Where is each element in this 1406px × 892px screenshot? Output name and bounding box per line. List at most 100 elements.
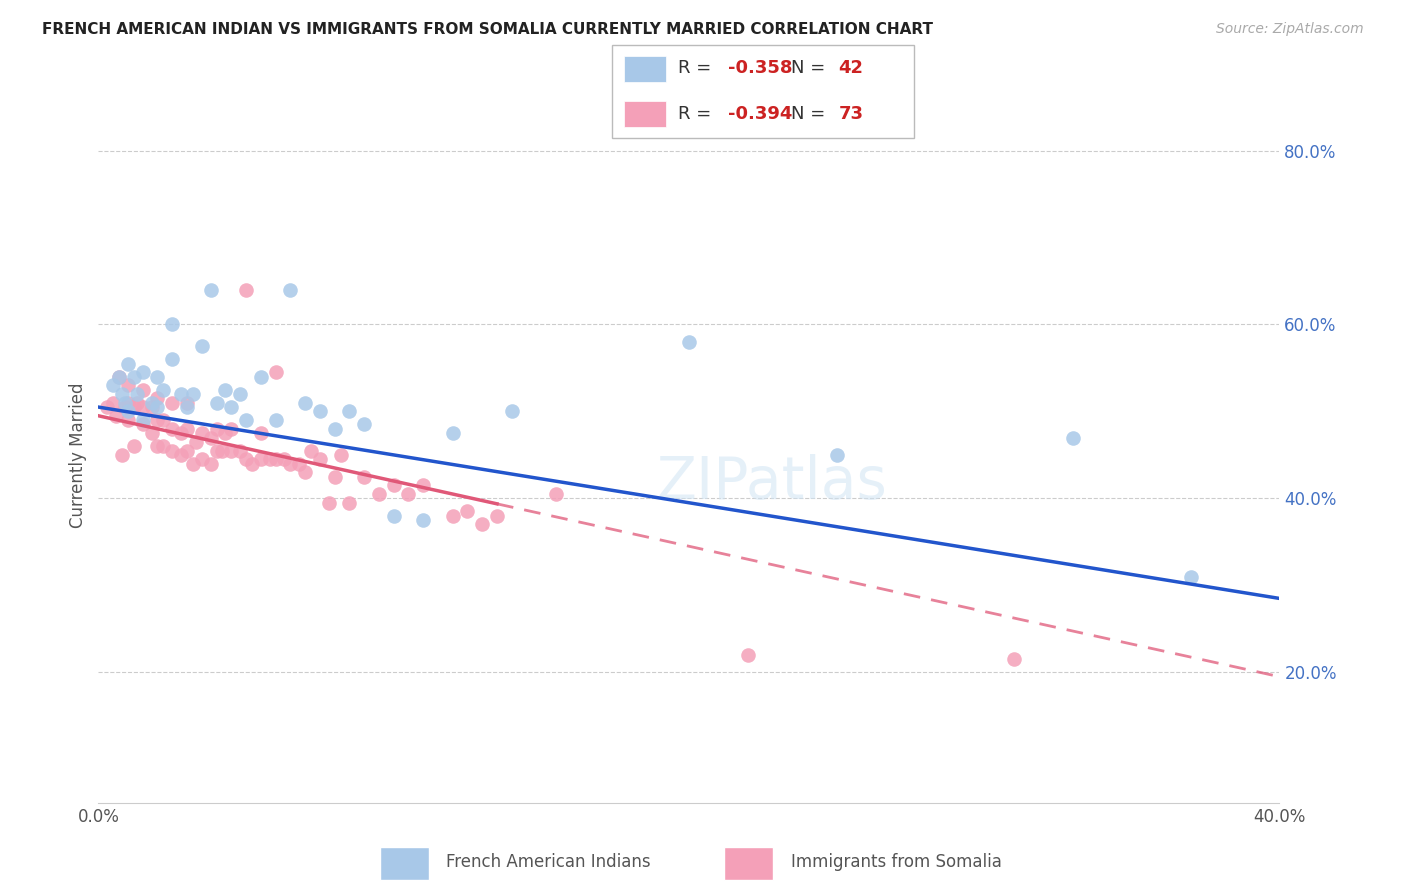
Point: [146, 369, 169, 384]
Point: [146, 392, 169, 406]
Point: [294, 395, 316, 409]
Point: [678, 334, 700, 349]
Point: [125, 387, 148, 401]
Point: [176, 443, 198, 458]
Point: [264, 413, 287, 427]
Point: [309, 404, 332, 418]
Point: [117, 378, 139, 392]
Point: [132, 417, 155, 432]
Point: [337, 496, 360, 510]
Point: [471, 517, 494, 532]
Point: [323, 469, 346, 483]
Point: [162, 318, 183, 332]
Point: [146, 439, 169, 453]
Point: [200, 457, 222, 471]
FancyBboxPatch shape: [612, 45, 914, 138]
Point: [441, 426, 464, 441]
Point: [132, 383, 155, 397]
Text: 42: 42: [838, 60, 863, 78]
Text: -0.358: -0.358: [728, 60, 793, 78]
Point: [117, 413, 139, 427]
Point: [162, 443, 183, 458]
Point: [176, 395, 198, 409]
Point: [184, 434, 207, 449]
Point: [205, 443, 228, 458]
Text: French American Indians: French American Indians: [447, 854, 651, 871]
Point: [152, 413, 174, 427]
Point: [205, 422, 228, 436]
Point: [329, 448, 352, 462]
Point: [456, 504, 478, 518]
Point: [122, 439, 145, 453]
Point: [200, 283, 222, 297]
Point: [294, 466, 316, 480]
Text: N =: N =: [792, 105, 831, 123]
Point: [353, 417, 375, 432]
Text: N =: N =: [792, 60, 831, 78]
Point: [103, 395, 125, 409]
Point: [108, 369, 131, 384]
Point: [337, 404, 360, 418]
Point: [181, 387, 204, 401]
Point: [544, 487, 567, 501]
Point: [211, 443, 233, 458]
Point: [229, 443, 252, 458]
Point: [219, 422, 242, 436]
Point: [170, 387, 193, 401]
Point: [162, 352, 183, 367]
Point: [152, 439, 174, 453]
Point: [117, 404, 139, 418]
Point: [441, 508, 464, 523]
Point: [412, 513, 434, 527]
Point: [96, 400, 118, 414]
Point: [825, 448, 848, 462]
Point: [105, 409, 128, 423]
Point: [235, 452, 257, 467]
Point: [111, 448, 134, 462]
Text: Source: ZipAtlas.com: Source: ZipAtlas.com: [1216, 22, 1364, 37]
Point: [122, 400, 145, 414]
Text: ZIPatlas: ZIPatlas: [657, 454, 887, 511]
Point: [132, 400, 155, 414]
Point: [486, 508, 509, 523]
Point: [141, 395, 163, 409]
Point: [117, 395, 139, 409]
Point: [396, 487, 419, 501]
Text: FRENCH AMERICAN INDIAN VS IMMIGRANTS FROM SOMALIA CURRENTLY MARRIED CORRELATION : FRENCH AMERICAN INDIAN VS IMMIGRANTS FRO…: [42, 22, 934, 37]
Point: [162, 395, 183, 409]
Point: [235, 413, 257, 427]
Point: [273, 452, 295, 467]
Point: [205, 395, 228, 409]
Point: [1002, 652, 1025, 666]
Point: [1180, 570, 1202, 584]
Text: R =: R =: [678, 105, 717, 123]
Point: [125, 395, 148, 409]
Point: [323, 422, 346, 436]
Point: [141, 400, 163, 414]
Point: [299, 443, 322, 458]
Point: [229, 387, 252, 401]
Point: [141, 426, 163, 441]
Point: [214, 383, 236, 397]
Point: [132, 413, 155, 427]
Point: [288, 457, 311, 471]
Text: R =: R =: [678, 60, 717, 78]
Point: [318, 496, 340, 510]
Point: [219, 443, 242, 458]
Point: [191, 339, 214, 353]
Point: [309, 452, 332, 467]
FancyBboxPatch shape: [624, 56, 666, 82]
Point: [170, 448, 193, 462]
Point: [114, 395, 136, 409]
Point: [501, 404, 523, 418]
Point: [162, 422, 183, 436]
Point: [737, 648, 759, 662]
Point: [240, 457, 263, 471]
Point: [250, 369, 273, 384]
Point: [181, 457, 204, 471]
Point: [264, 365, 287, 379]
Point: [191, 426, 214, 441]
FancyBboxPatch shape: [380, 847, 429, 880]
Point: [264, 452, 287, 467]
Point: [200, 430, 222, 444]
